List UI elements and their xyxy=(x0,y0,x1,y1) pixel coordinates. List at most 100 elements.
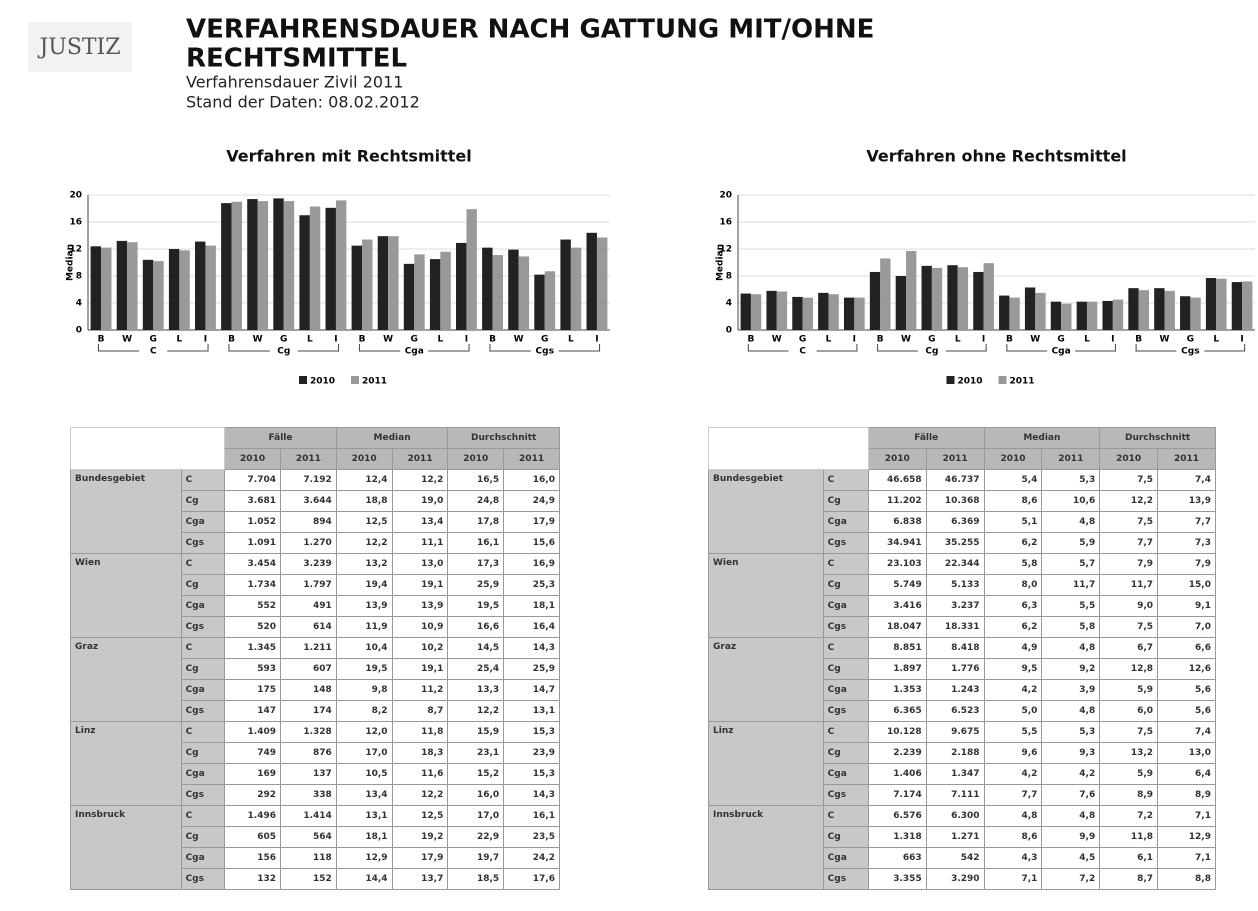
subtitle: Stand der Daten: 08.02.2012 xyxy=(186,93,420,112)
row-type: Cga xyxy=(180,679,226,701)
x-tick-label: W xyxy=(122,335,132,345)
table-cell: 6,3 xyxy=(983,595,1043,617)
table-cell: 18,8 xyxy=(335,490,393,512)
x-tick-label: L xyxy=(1084,335,1090,345)
row-type: Cg xyxy=(180,658,226,680)
table-cell: 23,1 xyxy=(447,742,505,764)
x-tick-label: B xyxy=(877,335,884,345)
group-label-bg xyxy=(139,345,168,357)
table-cell: 11,8 xyxy=(1099,826,1159,848)
table-row: Cgs 34.941 35.255 6,2 5,9 7,7 7,3 xyxy=(709,532,1216,554)
table-cell: 15,9 xyxy=(447,721,505,743)
year-header: 2010 xyxy=(335,448,393,470)
table-cell: 3.681 xyxy=(224,490,281,512)
table-cell: 6.365 xyxy=(867,700,927,722)
table-cell: 25,9 xyxy=(503,658,560,680)
year-header: 2010 xyxy=(447,448,505,470)
column-header: Durchschnitt xyxy=(1099,427,1216,449)
table-cell: 156 xyxy=(224,847,281,869)
y-tick-label: 8 xyxy=(76,272,82,282)
table-cell: 137 xyxy=(279,763,337,785)
row-group: Innsbruck xyxy=(70,805,182,890)
bar xyxy=(325,207,336,330)
table-cell: 5,4 xyxy=(983,469,1043,491)
table-cell: 6.369 xyxy=(925,511,985,533)
bar xyxy=(257,201,269,330)
table-cell: 19,5 xyxy=(447,595,505,617)
table-cell: 13,7 xyxy=(391,868,449,890)
table-cell: 19,1 xyxy=(391,574,449,596)
table-cell: 4,2 xyxy=(983,679,1043,701)
table-cell: 12,2 xyxy=(391,469,449,491)
table-cell: 16,5 xyxy=(447,469,505,491)
row-group: Innsbruck xyxy=(708,805,824,890)
title: RECHTSMITTEL xyxy=(186,44,407,74)
table-cell: 16,6 xyxy=(447,616,505,638)
table-cell: 16,9 xyxy=(503,553,560,575)
x-tick-label: G xyxy=(928,335,935,345)
year-header: 2010 xyxy=(224,448,281,470)
table-cell: 1.353 xyxy=(867,679,927,701)
row-type: Cg xyxy=(180,574,226,596)
table-cell: 11,9 xyxy=(335,616,393,638)
bar xyxy=(586,232,597,330)
table-cell: 4,8 xyxy=(1041,637,1101,659)
table-cell: 12,5 xyxy=(391,805,449,827)
bar xyxy=(818,292,829,330)
table-row: Cg 1.318 1.271 8,6 9,9 11,8 12,9 xyxy=(709,826,1216,848)
table-cell: 8,6 xyxy=(983,490,1043,512)
x-tick-label: W xyxy=(514,335,524,345)
table-cell: 607 xyxy=(279,658,337,680)
table-cell: 8,9 xyxy=(1099,784,1159,806)
table-row: Cgs 7.174 7.111 7,7 7,6 8,9 8,9 xyxy=(709,784,1216,806)
legend-swatch xyxy=(946,376,955,384)
table-cell: 3.644 xyxy=(279,490,337,512)
table-cell: 23,5 xyxy=(503,826,560,848)
table-cell: 1.345 xyxy=(224,637,281,659)
table-cell: 14,3 xyxy=(503,784,560,806)
row-type: C xyxy=(180,637,226,659)
table-cell: 5,9 xyxy=(1041,532,1101,554)
table-cell: 1.211 xyxy=(279,637,337,659)
table-cell: 15,3 xyxy=(503,721,560,743)
data-table: Fälle Median Durchschnitt 2010 2011 2010 2011 2… xyxy=(69,427,560,890)
bar xyxy=(740,293,751,330)
table-cell: 174 xyxy=(279,700,337,722)
x-tick-label: L xyxy=(568,335,574,345)
table-cell: 6,4 xyxy=(1157,763,1216,785)
row-type: C xyxy=(180,721,226,743)
logo-box xyxy=(28,22,132,72)
row-type: C xyxy=(822,469,869,491)
table-cell: 12,2 xyxy=(447,700,505,722)
table-cell: 3.237 xyxy=(925,595,985,617)
table-row: Bundesgebiet C 7.704 7.192 12,4 12,2 16,5 16,0 xyxy=(70,469,560,554)
table-cell: 148 xyxy=(279,679,337,701)
table-cell: 542 xyxy=(925,847,985,869)
table-cell: 7,2 xyxy=(1041,868,1101,890)
table-cell: 1.328 xyxy=(279,721,337,743)
x-tick-label: B xyxy=(1135,335,1142,345)
row-type: Cg xyxy=(180,490,226,512)
row-type: Cga xyxy=(180,511,226,533)
bar xyxy=(351,245,363,330)
blank-cell xyxy=(69,427,226,470)
table-cell: 4,9 xyxy=(983,637,1043,659)
bar xyxy=(776,291,788,330)
table-cell: 23.103 xyxy=(867,553,927,575)
table-cell: 1.271 xyxy=(925,826,985,848)
y-tick-label: 16 xyxy=(719,218,732,228)
x-tick-label: W xyxy=(901,335,911,345)
table-cell: 3.454 xyxy=(224,553,281,575)
table-cell: 4,3 xyxy=(983,847,1043,869)
x-tick-label: W xyxy=(1030,335,1040,345)
table-cell: 23,9 xyxy=(503,742,560,764)
table-row: Cga 552 491 13,9 13,9 19,5 18,1 xyxy=(71,595,560,617)
table-cell: 1.270 xyxy=(279,532,337,554)
row-type: C xyxy=(822,553,869,575)
table-cell: 9,6 xyxy=(983,742,1043,764)
bar xyxy=(403,263,415,330)
table-cell: 17,8 xyxy=(447,511,505,533)
table-cell: 7,5 xyxy=(1099,721,1159,743)
table-cell: 15,6 xyxy=(503,532,560,554)
bar xyxy=(983,263,994,330)
